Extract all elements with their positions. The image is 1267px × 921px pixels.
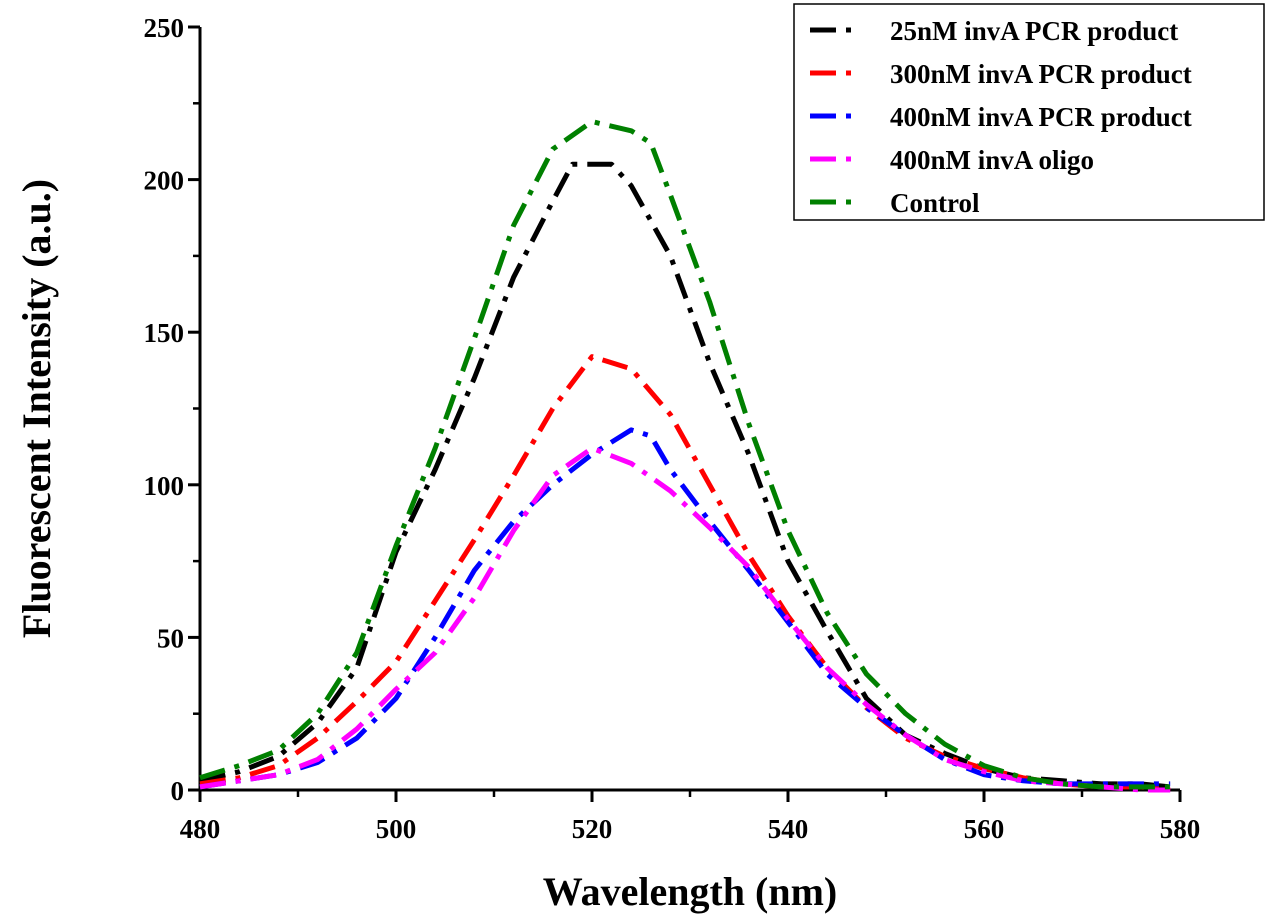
y-tick-label: 150 [144, 318, 185, 348]
legend-label-5: Control [890, 188, 980, 218]
x-tick-label: 500 [376, 814, 417, 844]
legend-items: 25nM invA PCR product 300nM invA PCR prod… [810, 16, 1192, 218]
x-tick-label: 580 [1160, 814, 1201, 844]
series-line-2 [199, 354, 1171, 793]
series-line-3 [199, 427, 1171, 790]
x-tick-label: 520 [572, 814, 613, 844]
x-tick-label: 540 [768, 814, 809, 844]
legend-label-3: 400nM invA PCR product [890, 102, 1192, 132]
series-lines [199, 119, 1171, 793]
y-tick-label: 50 [157, 623, 184, 653]
legend-label-1: 25nM invA PCR product [890, 16, 1178, 46]
legend-label-2: 300nM invA PCR product [890, 59, 1192, 89]
series-line-1 [199, 161, 1171, 790]
x-axis-title: Wavelength (nm) [543, 869, 837, 914]
legend-label-4: 400nM invA oligo [890, 145, 1094, 175]
plot-area: 480 500 520 540 560 580 0 50 100 150 200 250 [144, 13, 1201, 844]
x-ticks: 480 500 520 540 560 580 [180, 790, 1201, 844]
x-tick-label: 560 [964, 814, 1005, 844]
y-axis-title: Fluorescent Intensity (a.u.) [14, 179, 59, 638]
y-tick-label: 250 [144, 13, 185, 43]
y-ticks: 0 50 100 150 200 250 [144, 13, 200, 806]
y-tick-label: 0 [171, 776, 185, 806]
y-tick-label: 200 [144, 166, 185, 196]
series-line-4 [199, 445, 1171, 793]
series-line-5 [199, 119, 1171, 790]
legend-box [793, 3, 1265, 221]
legend: 25nM invA PCR product 300nM invA PCR prod… [793, 3, 1265, 221]
x-tick-label: 480 [180, 814, 221, 844]
y-tick-label: 100 [144, 471, 185, 501]
